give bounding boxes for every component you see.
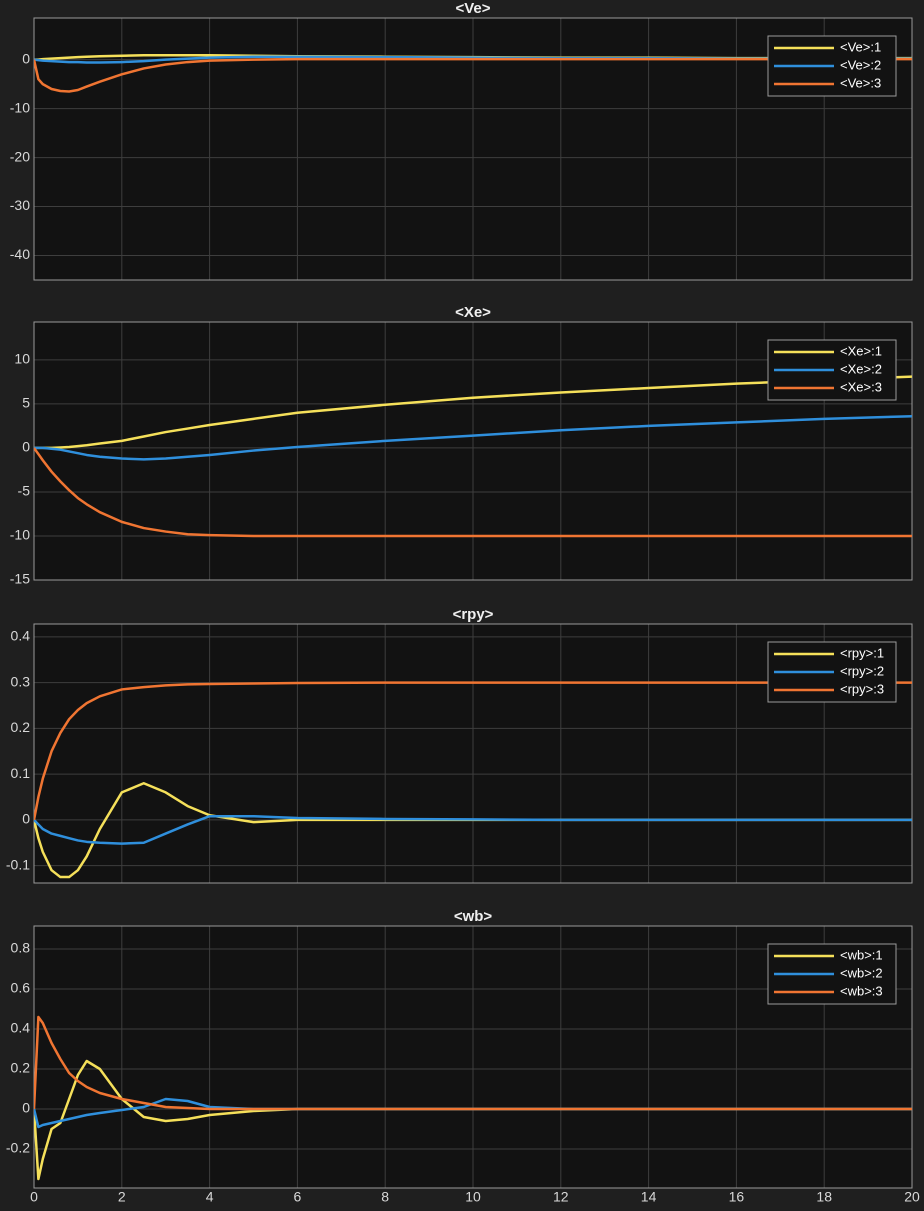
y-tick-label: 0.3 bbox=[11, 673, 31, 689]
y-tick-label: 0.8 bbox=[11, 940, 31, 956]
series-line bbox=[34, 814, 912, 845]
x-tick-label: 18 bbox=[816, 1189, 832, 1205]
x-tick-label: 4 bbox=[206, 1189, 214, 1205]
legend: <Ve>:1 <Ve>:2 <Ve>:3 bbox=[767, 35, 897, 97]
x-tick-label: 14 bbox=[641, 1189, 657, 1205]
y-tick-label: -10 bbox=[10, 527, 30, 543]
x-tick-label: 12 bbox=[553, 1189, 569, 1205]
x-tick-label: 2 bbox=[118, 1189, 126, 1205]
legend-label: <Xe>:3 bbox=[840, 379, 882, 394]
x-tick-label: 20 bbox=[904, 1189, 920, 1205]
y-tick-label: 0 bbox=[22, 1100, 30, 1116]
y-tick-label: 0.2 bbox=[11, 719, 31, 735]
legend-label: <Ve>:1 bbox=[840, 39, 881, 54]
legend-label: <wb>:2 bbox=[840, 965, 883, 980]
y-tick-label: 0 bbox=[22, 439, 30, 455]
y-tick-label: -30 bbox=[10, 197, 30, 213]
y-tick-label: -40 bbox=[10, 246, 30, 262]
chart-title: <Ve> bbox=[455, 0, 490, 17]
y-tick-label: -5 bbox=[18, 483, 31, 499]
legend-label: <Xe>:2 bbox=[840, 361, 882, 376]
legend-label: <rpy>:3 bbox=[840, 681, 884, 696]
chart-title: <wb> bbox=[454, 908, 493, 925]
legend-label: <rpy>:1 bbox=[840, 645, 884, 660]
x-tick-label: 10 bbox=[465, 1189, 481, 1205]
legend: <wb>:1 <wb>:2 <wb>:3 bbox=[767, 943, 897, 1005]
series-line bbox=[34, 447, 912, 538]
axes-box bbox=[33, 321, 913, 581]
y-tick-label: -0.1 bbox=[6, 856, 30, 872]
x-tick-label: 8 bbox=[381, 1189, 389, 1205]
y-tick-label: 5 bbox=[22, 395, 30, 411]
legend-label: <Xe>:1 bbox=[840, 343, 882, 358]
y-tick-label: -20 bbox=[10, 148, 30, 164]
legend: <Xe>:1 <Xe>:2 <Xe>:3 bbox=[767, 339, 897, 401]
axes-box bbox=[33, 17, 913, 281]
axes-box bbox=[33, 925, 913, 1189]
x-tick-label: 16 bbox=[729, 1189, 745, 1205]
y-tick-label: 0.4 bbox=[11, 628, 31, 644]
series-line bbox=[34, 681, 912, 821]
y-tick-label: 0 bbox=[22, 50, 30, 66]
y-tick-label: 10 bbox=[14, 351, 30, 367]
x-tick-label: 6 bbox=[294, 1189, 302, 1205]
axes-box bbox=[33, 623, 913, 884]
series-line bbox=[34, 414, 912, 461]
x-tick-label: 0 bbox=[30, 1189, 38, 1205]
y-tick-label: 0.6 bbox=[11, 980, 31, 996]
chart-title: <Xe> bbox=[455, 304, 491, 321]
legend-label: <wb>:3 bbox=[840, 983, 883, 998]
series-line bbox=[34, 1015, 912, 1111]
y-tick-label: 0 bbox=[22, 811, 30, 827]
y-tick-label: 0.4 bbox=[11, 1020, 31, 1036]
legend-label: <wb>:1 bbox=[840, 947, 883, 962]
y-tick-label: -0.2 bbox=[6, 1140, 30, 1156]
y-tick-label: -15 bbox=[10, 571, 30, 587]
chart-title: <rpy> bbox=[453, 606, 494, 623]
y-tick-label: 0.2 bbox=[11, 1060, 31, 1076]
legend-label: <Ve>:3 bbox=[840, 75, 881, 90]
y-tick-label: -10 bbox=[10, 99, 30, 115]
legend-label: <Ve>:2 bbox=[840, 57, 881, 72]
series-line bbox=[34, 57, 912, 93]
series-line bbox=[34, 375, 912, 450]
legend-label: <rpy>:2 bbox=[840, 663, 884, 678]
legend: <rpy>:1 <rpy>:2 <rpy>:3 bbox=[767, 641, 897, 703]
y-tick-label: 0.1 bbox=[11, 765, 31, 781]
